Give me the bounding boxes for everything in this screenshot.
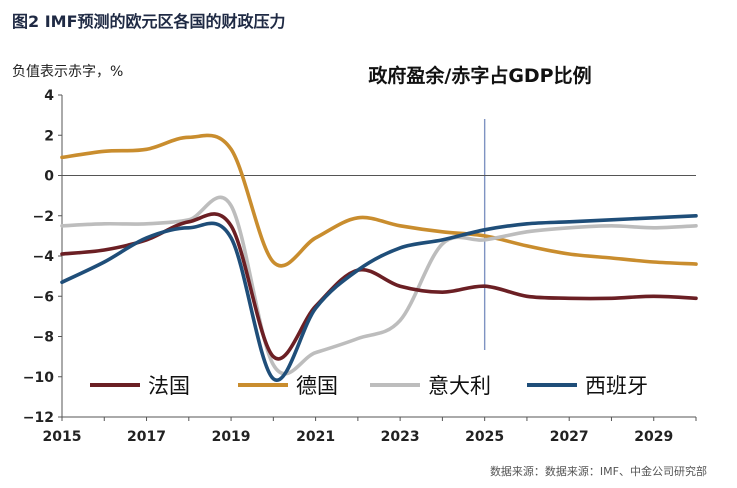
y-tick-label: 4 xyxy=(44,88,54,104)
series-line-法国 xyxy=(60,212,698,361)
series-line-德国 xyxy=(60,133,698,268)
x-tick-label: 2023 xyxy=(381,429,420,445)
y-tick-label: −4 xyxy=(33,249,55,265)
x-tick-label: 2029 xyxy=(634,429,673,445)
source-note: 数据来源：数据来源：IMF、中金公司研究部 xyxy=(489,465,707,478)
series-line-西班牙 xyxy=(60,214,698,383)
series-line-意大利 xyxy=(60,195,698,376)
y-tick-label: −12 xyxy=(23,410,54,426)
legend-label: 德国 xyxy=(296,374,338,398)
y-tick-label: 2 xyxy=(44,128,54,144)
x-tick-label: 2027 xyxy=(550,429,589,445)
y-tick-label: −8 xyxy=(33,330,54,346)
y-tick-label: −2 xyxy=(33,209,54,225)
chart-title: 政府盈余/赤字占GDP比例 xyxy=(368,64,591,87)
x-tick-label: 2017 xyxy=(127,429,166,445)
x-tick-label: 2021 xyxy=(296,429,335,445)
x-tick-label: 2025 xyxy=(465,429,504,445)
legend-label: 法国 xyxy=(148,374,190,398)
legend-label: 西班牙 xyxy=(585,374,648,398)
x-tick-label: 2015 xyxy=(43,429,82,445)
figure-title: 图2 IMF预测的欧元区各国的财政压力 xyxy=(12,12,286,31)
x-tick-label: 2019 xyxy=(212,429,251,445)
y-axis-label: 负值表示赤字，% xyxy=(12,64,123,80)
chart-legend: 法国 德国 意大利 西班牙 xyxy=(90,374,648,398)
legend-label: 意大利 xyxy=(428,374,491,398)
chart-axes: 4 2 0 −2 −4 −6 −8 −10 −12 2015 2017 2019 2021 2023 202… xyxy=(23,88,697,445)
y-tick-label: 0 xyxy=(44,169,54,185)
chart-series xyxy=(60,133,698,383)
y-tick-label: −10 xyxy=(23,370,54,386)
y-tick-label: −6 xyxy=(33,289,54,305)
